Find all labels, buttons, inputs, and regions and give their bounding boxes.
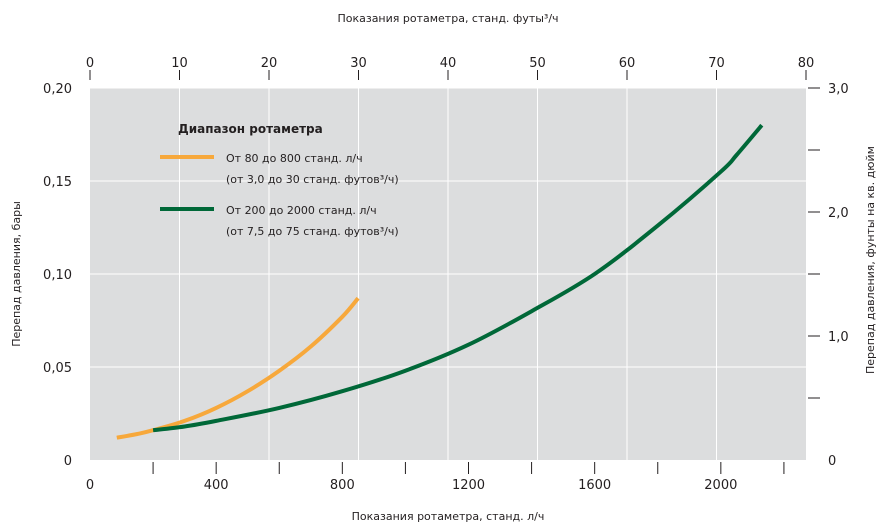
top-axis-tick-label: 50 (529, 56, 546, 71)
top-axis-title: Показания ротаметра, станд. футы³/ч (337, 12, 558, 25)
bottom-axis-tick-label: 0 (86, 478, 94, 493)
tick-marks (89, 70, 820, 474)
bottom-axis-title: Показания ротаметра, станд. л/ч (352, 510, 545, 523)
left-axis-tick-label: 0 (64, 454, 72, 469)
top-axis-tick-label: 20 (261, 56, 278, 71)
legend-entry-2-line1: От 200 до 2000 станд. л/ч (226, 204, 377, 217)
top-axis-tick-label: 60 (619, 56, 636, 71)
series-line-1 (116, 296, 360, 440)
left-axis-tick-label: 0,05 (43, 361, 72, 376)
right-axis-tick-label: 0 (828, 454, 836, 469)
top-axis-tick-label: 10 (171, 56, 188, 71)
bottom-axis-tick-label: 2000 (704, 478, 737, 493)
bottom-axis-tick-label: 1600 (578, 478, 611, 493)
top-axis-tick-label: 80 (798, 56, 815, 71)
grid-lines (90, 87, 806, 460)
top-axis-tick-label: 40 (440, 56, 457, 71)
left-axis-tick-label: 0,15 (43, 175, 72, 190)
tick-labels: 0 10 20 30 40 50 60 70 800 400 800 1200 1600 200000,0… (43, 56, 849, 493)
legend-title: Диапазон ротаметра (178, 122, 323, 136)
bottom-axis-tick-label: 1200 (452, 478, 485, 493)
left-axis-title: Перепад давления, бары (10, 201, 23, 347)
top-axis-tick-label: 70 (708, 56, 725, 71)
legend-entry-2-line2: (от 7,5 до 75 станд. футов³/ч) (226, 225, 399, 238)
legend: Диапазон ротаметра От 80 до 800 станд. л… (160, 122, 399, 238)
top-axis-tick-label: 30 (350, 56, 367, 71)
left-axis-tick-label: 0,20 (43, 82, 72, 97)
right-axis-tick-label: 2,0 (828, 206, 849, 221)
bottom-axis-tick-label: 400 (204, 478, 229, 493)
left-axis-tick-label: 0,10 (43, 268, 72, 283)
right-axis-tick-label: 1,0 (828, 330, 849, 345)
legend-entry-1-line1: От 80 до 800 станд. л/ч (226, 152, 363, 165)
right-axis-title: Перепад давления, фунты на кв. дюйм (864, 146, 877, 374)
legend-entry-1-line2: (от 3,0 до 30 станд. футов³/ч) (226, 173, 399, 186)
series-group (116, 123, 764, 440)
series-line-2 (152, 123, 764, 433)
top-axis-tick-label: 0 (86, 56, 94, 71)
bottom-axis-tick-label: 800 (330, 478, 355, 493)
right-axis-tick-label: 3,0 (828, 82, 849, 97)
